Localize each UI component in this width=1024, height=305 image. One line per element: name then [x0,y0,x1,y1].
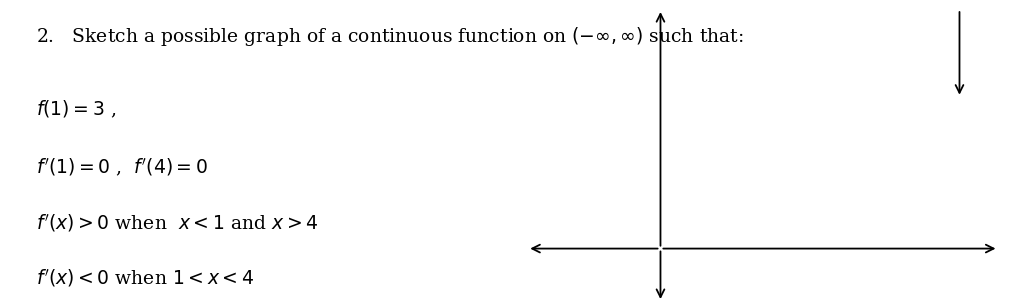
Text: $f'(x) > 0$ when  $x < 1$ and $x > 4$: $f'(x) > 0$ when $x < 1$ and $x > 4$ [36,212,318,234]
Text: $f'(1) = 0$ ,  $f'(4) = 0$: $f'(1) = 0$ , $f'(4) = 0$ [36,156,208,179]
Text: $f(1) = 3$ ,: $f(1) = 3$ , [36,99,116,120]
Text: 2.   Sketch a possible graph of a continuous function on $(-\infty, \infty)$ suc: 2. Sketch a possible graph of a continuo… [36,25,743,48]
Text: $f'(x) < 0$ when $1 < x < 4$: $f'(x) < 0$ when $1 < x < 4$ [36,267,254,289]
